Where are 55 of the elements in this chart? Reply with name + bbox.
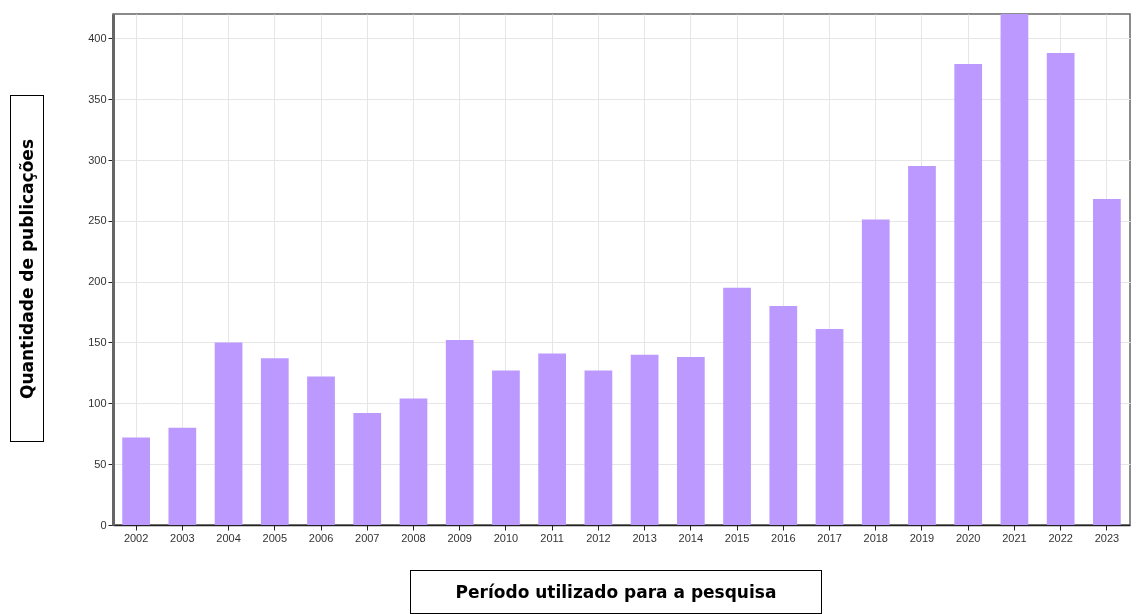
- x-tick-label: 2003: [170, 531, 195, 544]
- bar: [1046, 52, 1075, 525]
- x-axis-title: Período utilizado para a pesquisa: [410, 570, 822, 614]
- y-tick-label: 150: [88, 336, 107, 348]
- x-tick-label: 2018: [863, 531, 888, 544]
- bar: [954, 63, 983, 525]
- x-tick-label: 2021: [1002, 531, 1027, 544]
- x-tick-label: 2010: [493, 531, 519, 544]
- bar: [815, 329, 844, 525]
- y-tick-label: 100: [88, 396, 107, 409]
- y-tick-label: 200: [88, 275, 107, 288]
- bar: [538, 353, 567, 525]
- x-tick-label: 2020: [955, 531, 981, 544]
- bar: [1000, 14, 1029, 525]
- bar: [723, 287, 751, 525]
- x-tick-label: 2004: [216, 531, 241, 544]
- bar: [307, 376, 335, 525]
- y-tick-label: 250: [88, 214, 107, 227]
- x-tick-label: 2019: [909, 531, 935, 544]
- x-tick-label: 2017: [817, 531, 842, 544]
- y-tick-label: 50: [94, 457, 107, 470]
- bar: [445, 340, 474, 525]
- bar: [492, 370, 520, 525]
- x-tick-label: 2002: [123, 531, 149, 544]
- x-tick-label: 2007: [355, 531, 380, 544]
- x-tick-label: 2023: [1094, 531, 1120, 544]
- y-tick-label: 350: [88, 92, 107, 105]
- bar: [676, 357, 705, 525]
- x-tick-label: 2014: [678, 531, 704, 544]
- x-tick-label: 2013: [632, 531, 657, 544]
- x-tick-label: 2005: [262, 531, 288, 544]
- bar: [122, 437, 150, 525]
- bar: [861, 219, 890, 525]
- x-tick-label: 2016: [771, 531, 796, 544]
- x-tick-label: 2009: [447, 531, 472, 544]
- bar: [584, 370, 613, 525]
- bar: [769, 306, 798, 525]
- bar: [353, 413, 382, 525]
- y-tick-label: 400: [88, 31, 107, 44]
- x-tick-label: 2006: [308, 531, 334, 544]
- x-tick-label: 2012: [586, 531, 611, 544]
- bar: [630, 354, 659, 525]
- x-tick-label: 2022: [1048, 531, 1073, 544]
- x-tick-label: 2008: [401, 531, 426, 544]
- x-tick-label: 2015: [724, 531, 750, 544]
- bar: [399, 398, 428, 525]
- x-tick-label: 2011: [540, 531, 564, 544]
- y-tick-label: 300: [88, 153, 107, 166]
- bar: [168, 427, 197, 525]
- bar: [1093, 198, 1121, 525]
- y-tick-label: 0: [100, 518, 107, 531]
- bar: [260, 358, 289, 525]
- bar: [908, 166, 936, 525]
- y-axis-title: Quantidade de publicações: [17, 138, 38, 399]
- bar: [214, 342, 243, 525]
